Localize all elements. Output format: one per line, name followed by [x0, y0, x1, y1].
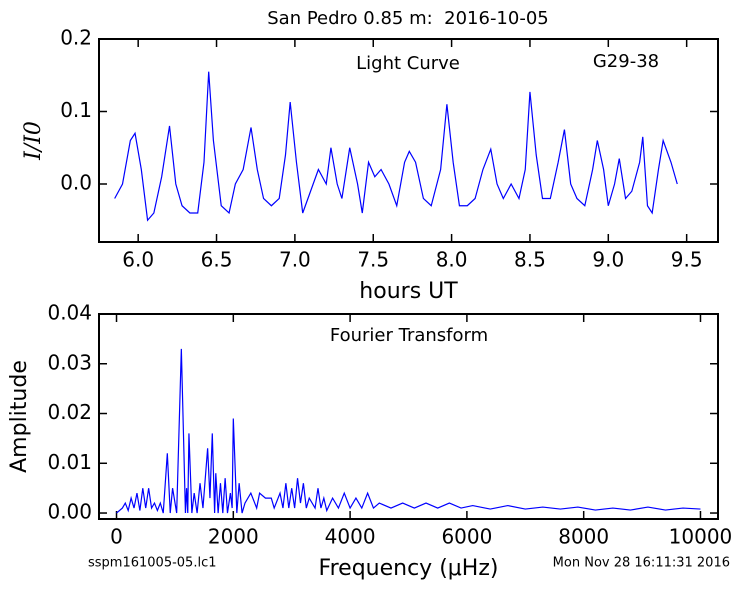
- panel-label: Light Curve: [356, 53, 460, 74]
- x-tick-label: 10000: [669, 525, 733, 549]
- y-tick-label: 0.02: [47, 400, 92, 424]
- x-axis-label: hours UT: [359, 279, 458, 304]
- x-tick-label: 8000: [558, 525, 609, 549]
- x-tick-label: 0: [110, 525, 123, 549]
- x-tick-label: 7.0: [279, 248, 311, 272]
- x-tick-label: 6000: [441, 525, 492, 549]
- y-tick-label: 0.03: [47, 350, 92, 374]
- panel-label: Fourier Transform: [330, 325, 488, 346]
- y-tick-label: 0.1: [60, 98, 92, 122]
- y-tick-label: 0.00: [47, 500, 92, 524]
- star-name: G29-38: [593, 51, 659, 72]
- plot-frame: [98, 313, 719, 520]
- y-tick-label: 0.04: [47, 301, 92, 325]
- plot-frame: [98, 38, 719, 243]
- x-tick-label: 8.0: [436, 248, 468, 272]
- y-tick-label: 0.01: [47, 450, 92, 474]
- x-tick-label: 4000: [325, 525, 376, 549]
- x-tick-label: 6.5: [201, 248, 233, 272]
- x-tick-label: 6.0: [122, 248, 154, 272]
- data-line: [114, 71, 678, 222]
- x-axis-label: Frequency (μHz): [319, 556, 499, 581]
- figure-title: San Pedro 0.85 m: 2016-10-05: [267, 8, 549, 29]
- y-tick-label: 0.0: [60, 171, 92, 195]
- timestamp: Mon Nov 28 16:11:31 2016: [553, 556, 730, 571]
- data-line: [116, 348, 701, 514]
- y-axis-label: Amplitude: [7, 360, 32, 473]
- y-axis-label: I/I0: [21, 121, 46, 161]
- x-tick-label: 8.5: [514, 248, 546, 272]
- x-tick-label: 9.5: [671, 248, 703, 272]
- y-tick-label: 0.2: [60, 26, 92, 50]
- x-tick-label: 7.5: [357, 248, 389, 272]
- x-tick-label: 9.0: [592, 248, 624, 272]
- x-tick-label: 2000: [208, 525, 259, 549]
- file-name: sspm161005-05.lc1: [88, 556, 216, 571]
